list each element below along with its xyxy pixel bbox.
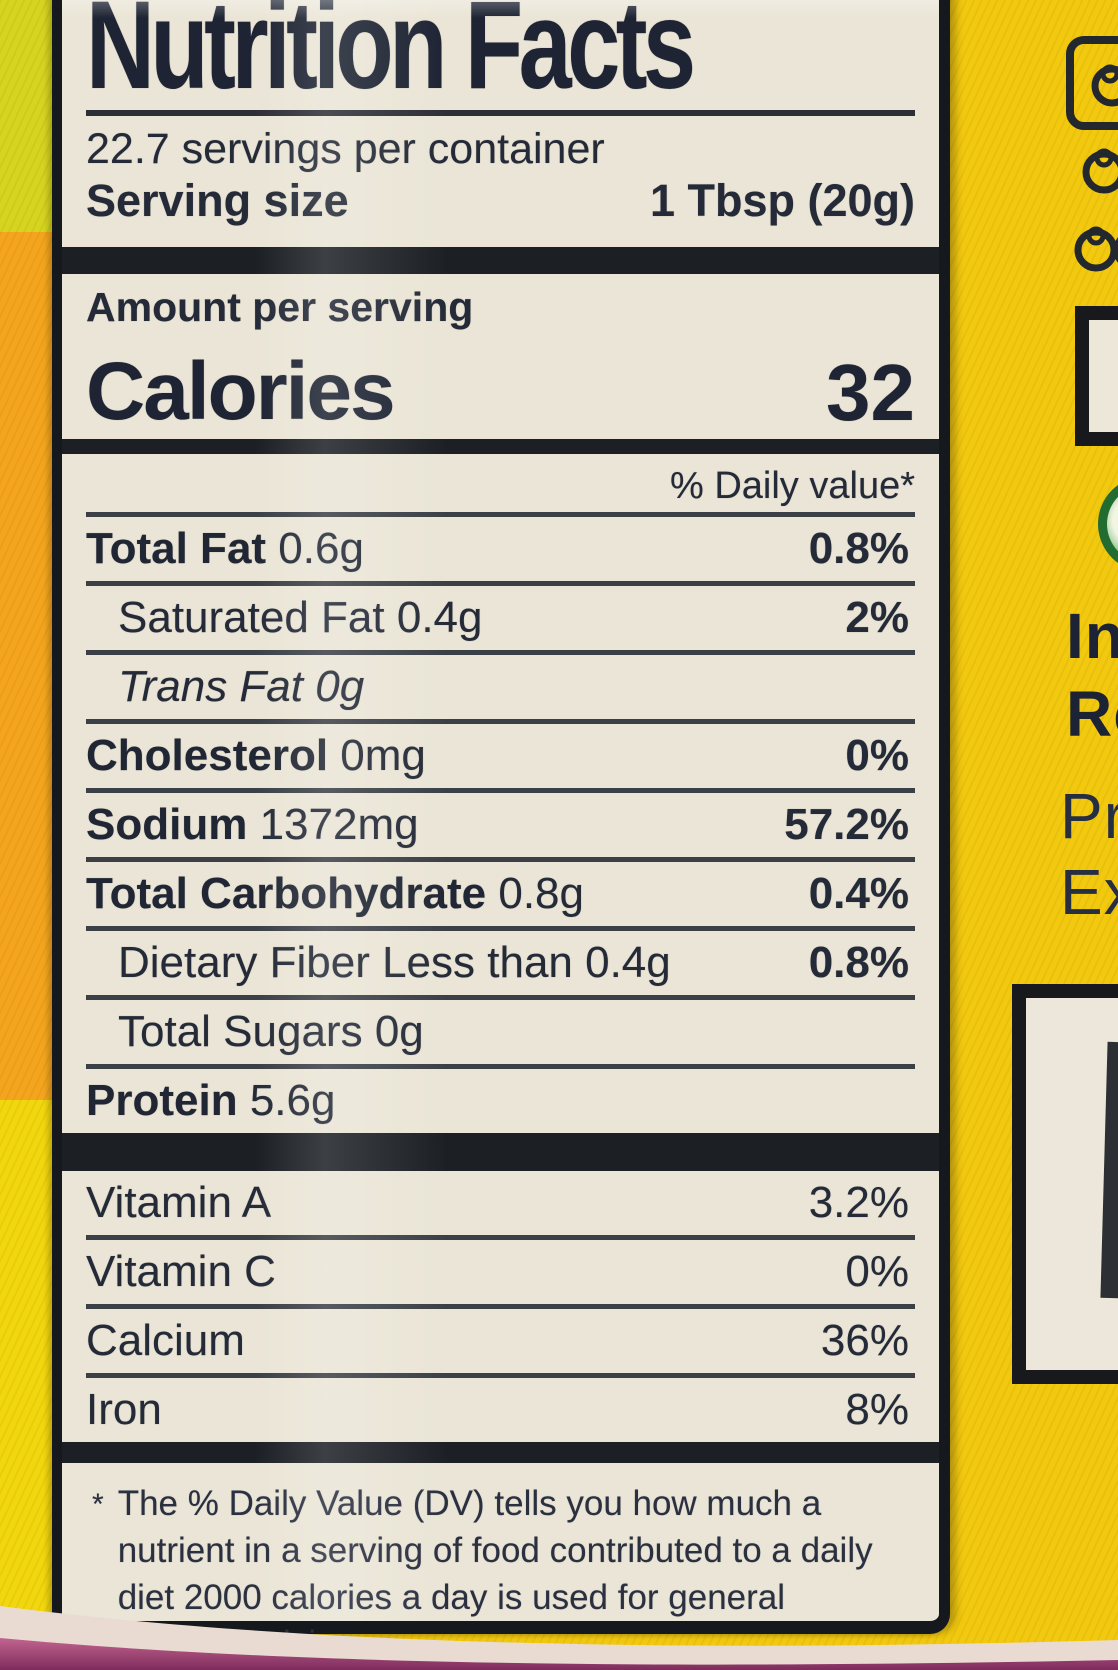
nutrient-row-total-sugars: Total Sugars 0g bbox=[86, 1000, 915, 1069]
nutrient-name: Trans Fat bbox=[118, 661, 304, 711]
nutrient-amount: 5.6g bbox=[249, 1075, 336, 1125]
barcode-bar bbox=[1100, 1041, 1118, 1299]
nutrient-amount: 0g bbox=[374, 1006, 424, 1056]
nutrition-facts-panel: Nutrition Facts 22.7 servings per contai… bbox=[52, 0, 950, 1663]
nutrient-amount: 0.6g bbox=[278, 523, 364, 573]
calories-label: Calories bbox=[86, 345, 396, 437]
green-circular-logo-icon bbox=[1098, 476, 1118, 572]
nutrient-dv: 0.8% bbox=[808, 937, 909, 987]
divider-medium-bar bbox=[62, 438, 939, 454]
nutrient-row-cholesterol: Cholesterol 0mg 0% bbox=[86, 724, 915, 793]
serving-size-value: 1 Tbsp (20g) bbox=[649, 174, 915, 226]
partial-word-re: Re bbox=[1066, 678, 1118, 750]
nutrient-amount: Less than 0.4g bbox=[382, 937, 671, 987]
vitamin-dv: 0% bbox=[845, 1246, 909, 1296]
serving-size-row: Serving size 1 Tbsp (20g) bbox=[86, 175, 915, 241]
serving-size-label: Serving size bbox=[86, 174, 349, 226]
nutrient-amount: 0.8g bbox=[498, 868, 584, 918]
vitamin-row-iron: Iron 8% bbox=[86, 1378, 915, 1442]
nutrient-name: Total Fat bbox=[86, 523, 267, 573]
divider-bottom-bar bbox=[62, 1441, 939, 1463]
nutrient-name: Saturated Fat bbox=[118, 592, 385, 642]
divider-thick-bar bbox=[62, 246, 939, 274]
vitamin-name: Iron bbox=[86, 1384, 162, 1434]
nutrient-name: Total Carbohydrate bbox=[86, 868, 487, 918]
daily-value-header: % Daily value* bbox=[86, 454, 915, 517]
barcode-icon bbox=[1012, 984, 1118, 1384]
nutrient-row-saturated-fat: Saturated Fat 0.4g 2% bbox=[86, 586, 915, 655]
nutrient-dv: 0.4% bbox=[808, 868, 909, 918]
footnote-text: The % Daily Value (DV) tells you how muc… bbox=[117, 1483, 873, 1664]
nutrient-row-total-carbohydrate: Total Carbohydrate 0.8g 0.4% bbox=[86, 862, 915, 931]
nutrient-amount: 0mg bbox=[340, 730, 426, 780]
vitamin-row-calcium: Calcium 36% bbox=[86, 1309, 915, 1378]
partial-word-pr: Pr bbox=[1060, 780, 1118, 852]
nutrient-name: Sodium bbox=[86, 799, 248, 849]
vitamin-row-vitamin-c: Vitamin C 0% bbox=[86, 1240, 915, 1309]
vitamin-dv: 8% bbox=[845, 1384, 909, 1434]
partial-word-in: In bbox=[1066, 600, 1118, 672]
bottom-magenta-band bbox=[0, 1606, 1118, 1670]
nutrient-name: Dietary Fiber bbox=[118, 937, 370, 987]
nutrient-dv: 0.8% bbox=[808, 523, 909, 573]
nutrient-name: Cholesterol bbox=[86, 730, 329, 780]
nutrient-dv: 0% bbox=[845, 730, 909, 780]
burmese-character-pair-icon bbox=[1074, 226, 1118, 272]
amount-per-serving-label: Amount per serving bbox=[86, 283, 474, 330]
nutrient-amount: 0g bbox=[315, 661, 365, 711]
calories-value: 32 bbox=[826, 347, 915, 437]
nutrient-dv: 57.2% bbox=[784, 799, 909, 849]
vitamin-name: Calcium bbox=[86, 1315, 245, 1365]
nutrient-amount: 0.4g bbox=[396, 592, 483, 642]
divider-heavy-bar bbox=[62, 1132, 939, 1171]
vitamin-dv: 36% bbox=[820, 1315, 909, 1365]
nutrition-facts-title: Nutrition Facts bbox=[86, 0, 915, 116]
footnote-asterisk: * bbox=[92, 1487, 104, 1521]
nutrient-row-sodium: Sodium 1372mg 57.2% bbox=[86, 793, 915, 862]
nutrient-row-dietary-fiber: Dietary Fiber Less than 0.4g 0.8% bbox=[86, 931, 915, 1000]
partial-word-ex: Ex bbox=[1060, 856, 1118, 928]
vitamin-row-vitamin-a: Vitamin A 3.2% bbox=[86, 1171, 915, 1240]
nutrition-facts-title-text: Nutrition Facts bbox=[86, 0, 696, 116]
nutrient-row-trans-fat: Trans Fat 0g bbox=[86, 655, 915, 724]
nutrient-name: Protein bbox=[86, 1075, 238, 1125]
burmese-character-icon bbox=[1082, 148, 1118, 194]
nutrient-dv: 2% bbox=[845, 592, 909, 642]
calories-row: Calories 32 bbox=[86, 331, 915, 439]
nutrient-row-total-fat: Total Fat 0.6g 0.8% bbox=[86, 517, 915, 586]
daily-value-footnote: * The % Daily Value (DV) tells you how m… bbox=[86, 1463, 915, 1669]
burmese-character-in-rounded-box-icon bbox=[1066, 36, 1118, 130]
vitamin-name: Vitamin A bbox=[86, 1177, 272, 1227]
servings-per-container: 22.7 servings per container bbox=[86, 125, 605, 173]
nutrient-row-protein: Protein 5.6g bbox=[86, 1069, 915, 1133]
vitamin-name: Vitamin C bbox=[86, 1246, 276, 1296]
nutrient-name: Total Sugars bbox=[118, 1006, 363, 1056]
nutrient-amount: 1372mg bbox=[259, 799, 419, 849]
vitamin-dv: 3.2% bbox=[808, 1177, 909, 1227]
empty-bordered-box bbox=[1075, 306, 1118, 446]
